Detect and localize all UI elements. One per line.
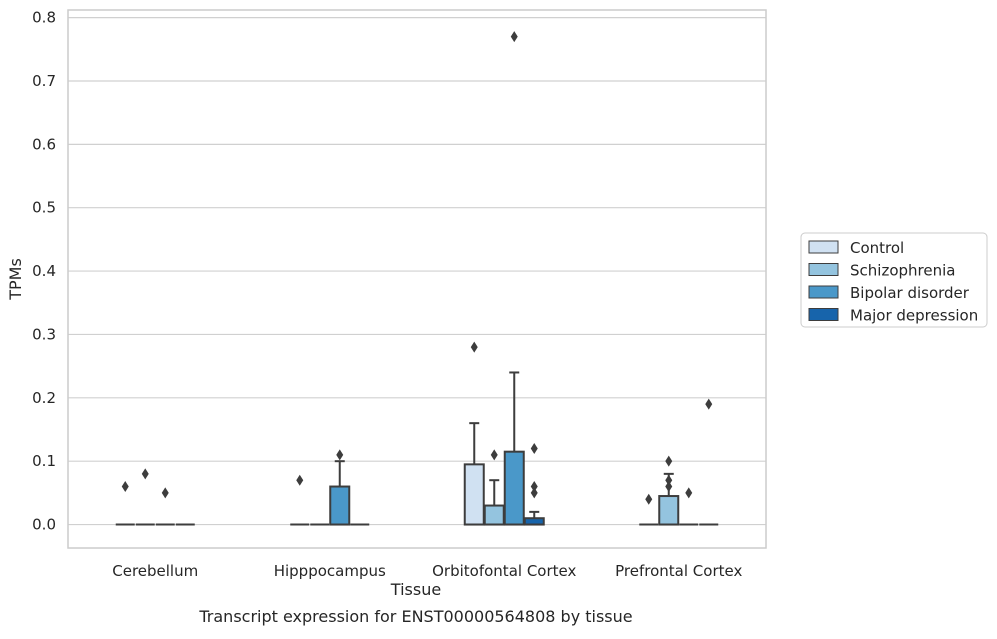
outlier-point: [141, 468, 149, 480]
y-tick-label: 0.3: [32, 325, 56, 343]
box-body: [463, 463, 485, 526]
x-tick-label: Hipppocampus: [274, 562, 386, 580]
y-tick-label: 0.7: [32, 72, 56, 90]
outlier-point: [645, 493, 653, 505]
box-body: [658, 495, 680, 526]
plot-frame: [67, 9, 767, 549]
boxes: [115, 371, 719, 526]
box-bipolar-disorder: [503, 371, 525, 526]
box-body: [483, 504, 505, 526]
x-axis-ticks: Cerebellum Hipppocampus Orbitofontal Corte…: [112, 562, 742, 580]
gridlines: [68, 17, 766, 526]
y-tick-label: 0.6: [32, 135, 56, 153]
legend-swatch: [808, 308, 839, 321]
box-bipolar-disorder: [329, 460, 351, 526]
y-axis-label: TPMs: [6, 258, 25, 301]
outlier-point: [665, 481, 673, 493]
legend-label: Bipolar disorder: [850, 284, 970, 302]
y-tick-label: 0.1: [32, 452, 56, 470]
x-tick-label: Orbitofontal Cortex: [432, 562, 576, 580]
box-body: [503, 450, 525, 526]
chart-caption: Transcript expression for ENST0000056480…: [198, 607, 632, 626]
outlier-point: [705, 398, 713, 410]
legend-frame: [800, 232, 988, 328]
outlier-point: [685, 487, 693, 499]
box-schizophrenia: [483, 479, 505, 526]
outlier-point: [296, 474, 304, 486]
outlier-point: [665, 474, 673, 486]
outlier-point: [470, 341, 478, 353]
y-tick-label: 0.8: [32, 9, 56, 27]
outlier-point: [530, 481, 538, 493]
legend-swatch: [808, 240, 839, 254]
legend-label: Control: [850, 239, 904, 257]
legend-label: Schizophrenia: [850, 262, 955, 280]
outlier-point: [490, 449, 498, 461]
box-body: [329, 485, 351, 526]
legend-swatch: [808, 263, 839, 276]
box-control: [463, 422, 485, 526]
outlier-point: [121, 481, 129, 493]
x-tick-label: Prefrontal Cortex: [615, 562, 742, 580]
outlier-point: [530, 443, 538, 455]
x-axis-label: Tissue: [390, 580, 441, 599]
y-axis-ticks: 0.0 0.1 0.2 0.3 0.4 0.5 0.6 0.7 0.8: [32, 9, 56, 534]
outlier-point: [665, 455, 673, 467]
y-tick-label: 0.2: [32, 389, 56, 407]
y-tick-label: 0.0: [32, 516, 56, 534]
outliers: [121, 31, 713, 505]
outlier-point: [510, 31, 518, 43]
outlier-point: [530, 487, 538, 499]
legend: Control Schizophrenia Bipolar disorder Majo…: [800, 232, 988, 328]
box-major-depression: [523, 510, 545, 526]
outlier-point: [161, 487, 169, 499]
y-tick-label: 0.4: [32, 262, 56, 280]
legend-swatch: [808, 285, 839, 299]
legend-label: Major depression: [850, 307, 978, 325]
outlier-point: [336, 449, 344, 461]
y-tick-label: 0.5: [32, 199, 56, 217]
box-schizophrenia: [658, 472, 680, 526]
x-tick-label: Cerebellum: [112, 562, 198, 580]
